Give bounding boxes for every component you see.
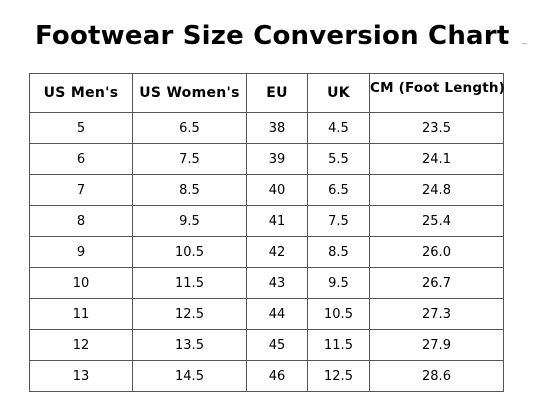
size-conversion-table: US Men's US Women's EU UK CM (Foot Lengt… xyxy=(29,73,505,392)
divider-mark xyxy=(522,43,527,44)
cell-us-womens: 10.5 xyxy=(132,236,247,268)
cell-eu: 40 xyxy=(246,174,308,206)
table-body: 5 6.5 38 4.5 23.5 6 7.5 39 5.5 24.1 7 8.5 40 6.5 24.8 8… xyxy=(29,112,504,392)
cell-us-womens: 7.5 xyxy=(132,143,247,175)
cell-us-womens: 11.5 xyxy=(132,267,247,299)
cell-us-womens: 13.5 xyxy=(132,329,247,361)
cell-eu: 38 xyxy=(246,112,308,144)
header-uk: UK xyxy=(307,73,370,113)
table-row: 7 8.5 40 6.5 24.8 xyxy=(29,174,504,206)
header-cm-foot-length: CM (Foot Length) xyxy=(369,73,505,113)
cell-cm: 27.9 xyxy=(369,329,504,361)
cell-uk: 10.5 xyxy=(307,298,370,330)
cell-us-mens: 13 xyxy=(29,360,133,392)
cell-eu: 45 xyxy=(246,329,308,361)
cell-eu: 43 xyxy=(246,267,308,299)
cell-us-mens: 8 xyxy=(29,205,133,237)
table-row: 12 13.5 45 11.5 27.9 xyxy=(29,329,504,361)
cell-cm: 27.3 xyxy=(369,298,504,330)
table-row: 11 12.5 44 10.5 27.3 xyxy=(29,298,504,330)
cell-cm: 26.7 xyxy=(369,267,504,299)
cell-us-mens: 7 xyxy=(29,174,133,206)
cell-uk: 9.5 xyxy=(307,267,370,299)
cell-us-mens: 11 xyxy=(29,298,133,330)
table-row: 5 6.5 38 4.5 23.5 xyxy=(29,112,504,144)
cell-uk: 11.5 xyxy=(307,329,370,361)
cell-cm: 23.5 xyxy=(369,112,504,144)
cell-eu: 39 xyxy=(246,143,308,175)
table-row: 8 9.5 41 7.5 25.4 xyxy=(29,205,504,237)
table-row: 10 11.5 43 9.5 26.7 xyxy=(29,267,504,299)
cell-cm: 26.0 xyxy=(369,236,504,268)
table-row: 9 10.5 42 8.5 26.0 xyxy=(29,236,504,268)
cell-eu: 42 xyxy=(246,236,308,268)
cell-us-womens: 6.5 xyxy=(132,112,247,144)
table-row: 6 7.5 39 5.5 24.1 xyxy=(29,143,504,175)
cell-us-womens: 12.5 xyxy=(132,298,247,330)
cell-uk: 4.5 xyxy=(307,112,370,144)
cell-us-womens: 14.5 xyxy=(132,360,247,392)
cell-cm: 28.6 xyxy=(369,360,504,392)
header-us-womens: US Women's xyxy=(132,73,247,113)
header-us-mens: US Men's xyxy=(29,73,133,113)
cell-eu: 44 xyxy=(246,298,308,330)
header-eu: EU xyxy=(246,73,308,113)
cell-eu: 41 xyxy=(246,205,308,237)
cell-us-mens: 10 xyxy=(29,267,133,299)
cell-eu: 46 xyxy=(246,360,308,392)
cell-uk: 5.5 xyxy=(307,143,370,175)
cell-us-mens: 12 xyxy=(29,329,133,361)
cell-uk: 6.5 xyxy=(307,174,370,206)
cell-us-mens: 6 xyxy=(29,143,133,175)
cell-cm: 25.4 xyxy=(369,205,504,237)
cell-cm: 24.8 xyxy=(369,174,504,206)
cell-us-mens: 5 xyxy=(29,112,133,144)
cell-us-womens: 8.5 xyxy=(132,174,247,206)
page-title: Footwear Size Conversion Chart xyxy=(35,21,510,51)
cell-uk: 7.5 xyxy=(307,205,370,237)
cell-uk: 8.5 xyxy=(307,236,370,268)
cell-us-womens: 9.5 xyxy=(132,205,247,237)
cell-us-mens: 9 xyxy=(29,236,133,268)
table-header-row: US Men's US Women's EU UK CM (Foot Lengt… xyxy=(29,73,505,113)
table-row: 13 14.5 46 12.5 28.6 xyxy=(29,360,504,392)
cell-cm: 24.1 xyxy=(369,143,504,175)
cell-uk: 12.5 xyxy=(307,360,370,392)
